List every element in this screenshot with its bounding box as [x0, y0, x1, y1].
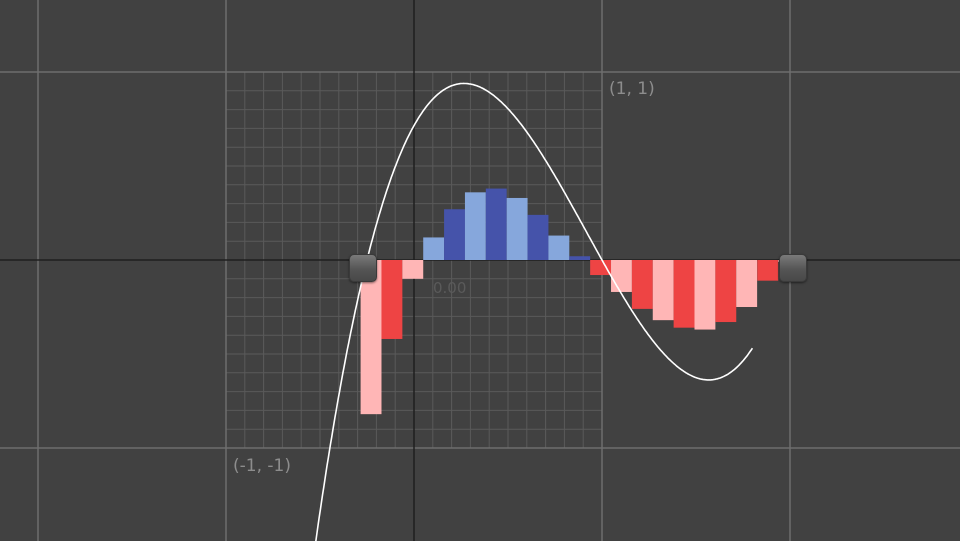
integral-bars [360, 188, 800, 415]
integral-bar [694, 260, 716, 330]
integral-bar [527, 214, 549, 260]
integral-bar [569, 256, 591, 260]
integral-bar [736, 260, 758, 307]
corner-label-top-right: (1, 1) [609, 79, 655, 99]
integral-bar [485, 188, 507, 260]
integral-bar [631, 260, 653, 309]
corner-label-bottom-left: (-1, -1) [233, 456, 291, 476]
integral-bar [757, 260, 779, 281]
integral-bar [464, 192, 486, 260]
range-start-handle[interactable] [349, 254, 377, 282]
integral-bar [402, 260, 424, 279]
range-end-handle[interactable] [779, 254, 807, 282]
integral-bar [423, 237, 445, 260]
function-curve [315, 82, 754, 541]
integral-bar [548, 235, 570, 260]
integral-bar [715, 260, 737, 323]
integral-bar [673, 260, 695, 328]
integral-bar [652, 260, 674, 321]
integral-bar [360, 260, 382, 415]
integral-bar [611, 260, 632, 292]
integral-bar [444, 209, 465, 260]
origin-value-label: 0.00 [433, 279, 467, 297]
integral-bar [506, 197, 528, 260]
integral-bar [590, 260, 612, 276]
integral-bar [381, 260, 403, 339]
